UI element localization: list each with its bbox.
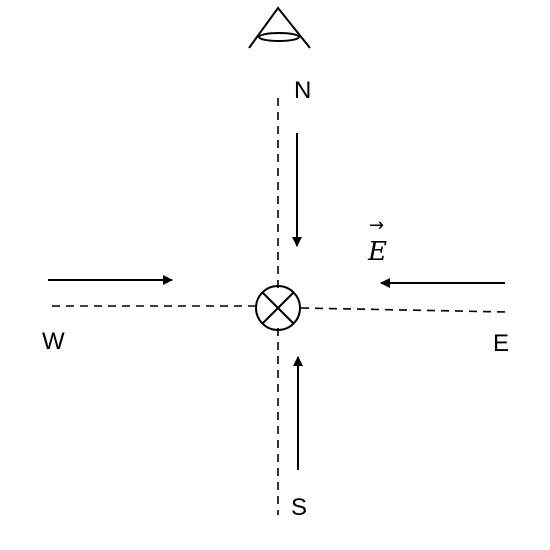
- label-west: W: [42, 328, 65, 355]
- label-east: E: [493, 330, 509, 357]
- field-label: E: [367, 237, 387, 267]
- eye-icon: [248, 6, 311, 49]
- east-west-axis-right: [300, 307, 509, 313]
- circle-cross-icon: [255, 285, 301, 331]
- label-south: S: [291, 494, 307, 521]
- label-north: N: [294, 77, 311, 104]
- field-vector-mark: →: [369, 215, 384, 236]
